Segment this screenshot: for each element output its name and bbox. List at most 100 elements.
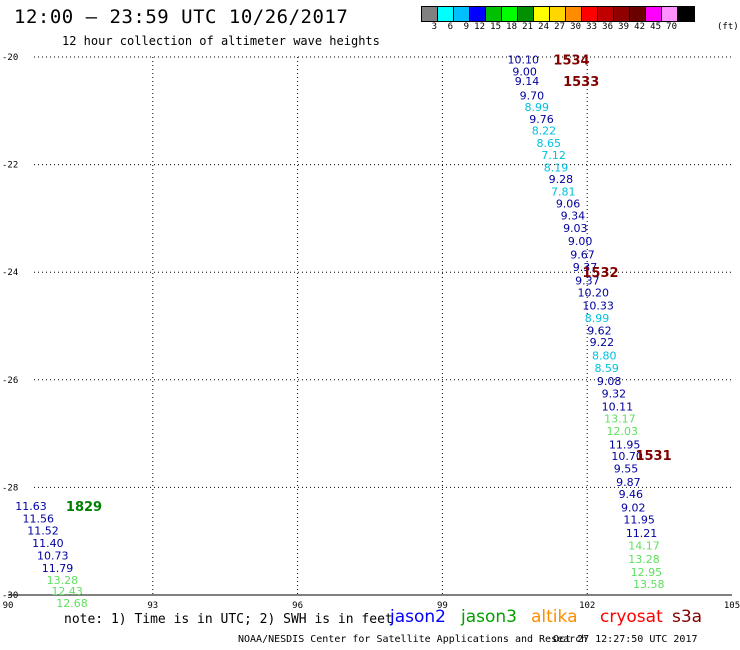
wave-height-value: 8.59 (594, 362, 619, 375)
wave-height-value: 8.19 (544, 161, 569, 174)
satellite-legend-jason3: jason3 (461, 607, 517, 627)
satellite-legend-altika: altika (531, 607, 578, 627)
footer-note: note: 1) Time is in UTC; 2) SWH is in fe… (64, 612, 393, 627)
wave-height-value: 11.56 (22, 513, 54, 526)
x-tick-label: 93 (147, 601, 158, 611)
track-label: 1531 (635, 449, 671, 464)
wave-height-value: 11.95 (609, 438, 641, 451)
wave-height-value: 12.43 (51, 585, 83, 598)
wave-height-value: 9.34 (561, 210, 586, 223)
colorbar-swatch (614, 7, 630, 21)
wave-height-value: 12.68 (56, 597, 87, 610)
wave-height-value: 9.55 (614, 463, 639, 476)
y-tick-label: -28 (2, 483, 18, 493)
wave-height-value: 9.76 (529, 113, 554, 126)
wave-height-value: 13.17 (604, 413, 636, 426)
wave-height-colorbar (421, 6, 695, 22)
colorbar-label: 12 (474, 22, 485, 32)
track-label: 1829 (66, 500, 102, 515)
colorbar-swatch (566, 7, 582, 21)
wave-height-value: 9.02 (621, 501, 646, 514)
colorbar-label: 30 (570, 22, 581, 32)
map-subtitle: 12 hour collection of altimeter wave hei… (62, 34, 380, 48)
wave-height-value: 9.14 (515, 75, 540, 88)
wave-height-value: 10.10 (508, 54, 540, 67)
wave-height-value: 9.22 (590, 336, 615, 349)
colorbar-swatch (518, 7, 534, 21)
colorbar-label: 33 (586, 22, 597, 32)
wave-height-value: 7.81 (551, 186, 576, 199)
colorbar-swatch (502, 7, 518, 21)
wave-height-value: 9.46 (619, 488, 644, 501)
track-label: 1533 (563, 75, 599, 90)
wave-height-value: 8.65 (537, 137, 562, 150)
colorbar-swatch (422, 7, 438, 21)
x-tick-label: 99 (437, 601, 448, 611)
wave-height-value: 7.12 (541, 149, 566, 162)
wave-height-value: 10.73 (37, 550, 69, 563)
colorbar-label: 15 (490, 22, 501, 32)
wave-height-value: 9.87 (616, 476, 641, 489)
colorbar-swatch (630, 7, 646, 21)
colorbar-unit: (ft) (717, 22, 739, 32)
wave-height-value: 13.58 (633, 578, 665, 591)
wave-height-value: 9.03 (563, 222, 588, 235)
wave-height-value: 9.08 (597, 375, 622, 388)
satellite-legend-jason2: jason2 (390, 607, 446, 627)
colorbar-label: 45 (650, 22, 661, 32)
credit-line: NOAA/NESDIS Center for Satellite Applica… (238, 634, 588, 645)
colorbar-label: 24 (538, 22, 549, 32)
wave-height-value: 9.06 (556, 197, 581, 210)
wave-height-value: 11.95 (623, 514, 655, 527)
x-tick-label: 96 (292, 601, 303, 611)
satellite-legend-s3a: s3a (672, 607, 703, 627)
colorbar-label: 70 (666, 22, 677, 32)
wave-height-value: 10.70 (611, 450, 643, 463)
wave-height-value: 9.37 (575, 274, 600, 287)
wave-height-value: 13.28 (628, 553, 660, 566)
colorbar-swatch (678, 7, 694, 21)
colorbar-label: 3 (431, 22, 437, 32)
x-tick-label: 90 (3, 601, 14, 611)
wave-height-value: 12.03 (607, 425, 639, 438)
colorbar-swatch (470, 7, 486, 21)
map-title: 12:00 – 23:59 UTC 10/26/2017 (14, 6, 349, 28)
colorbar-swatch (598, 7, 614, 21)
colorbar-label: 27 (554, 22, 565, 32)
wave-height-value: 11.79 (42, 562, 74, 575)
satellite-legend-cryosat: cryosat (600, 607, 663, 627)
wave-height-value: 12.95 (631, 566, 663, 579)
colorbar-label: 36 (602, 22, 613, 32)
colorbar-swatch (438, 7, 454, 21)
wave-height-value: 8.99 (585, 312, 610, 325)
track-label: 1532 (582, 266, 618, 281)
x-tick-label: 105 (724, 601, 740, 611)
colorbar-swatch (646, 7, 662, 21)
wave-height-value: 10.33 (582, 300, 614, 313)
colorbar-swatch (662, 7, 678, 21)
colorbar-label: 18 (506, 22, 517, 32)
wave-height-value: 9.62 (587, 324, 612, 337)
wave-height-value: 8.80 (592, 350, 617, 363)
y-tick-label: -24 (2, 268, 18, 278)
y-tick-label: -26 (2, 376, 18, 386)
wave-height-value: 14.17 (628, 540, 660, 553)
y-tick-label: -22 (2, 161, 18, 171)
timestamp: Oct 27 12:27:50 UTC 2017 (553, 634, 698, 645)
wave-height-value: 10.20 (578, 287, 610, 300)
wave-height-value: 9.32 (602, 387, 627, 400)
wave-height-value: 11.63 (15, 500, 46, 513)
wave-height-value: 9.37 (573, 261, 598, 274)
colorbar-label: 21 (522, 22, 533, 32)
track-label: 1534 (553, 54, 589, 69)
wave-height-value: 9.67 (570, 248, 595, 261)
colorbar-swatch (454, 7, 470, 21)
y-tick-label: -30 (2, 591, 18, 601)
wave-height-value: 8.22 (532, 125, 557, 138)
wave-height-value: 11.21 (626, 527, 658, 540)
colorbar-label: 42 (634, 22, 645, 32)
wave-height-value: 13.28 (47, 574, 79, 587)
colorbar-labels: 3 6 9 12 15 18 21 24 27 30 33 36 39 42 45 70 (421, 22, 677, 32)
wave-height-value: 10.11 (602, 401, 634, 414)
